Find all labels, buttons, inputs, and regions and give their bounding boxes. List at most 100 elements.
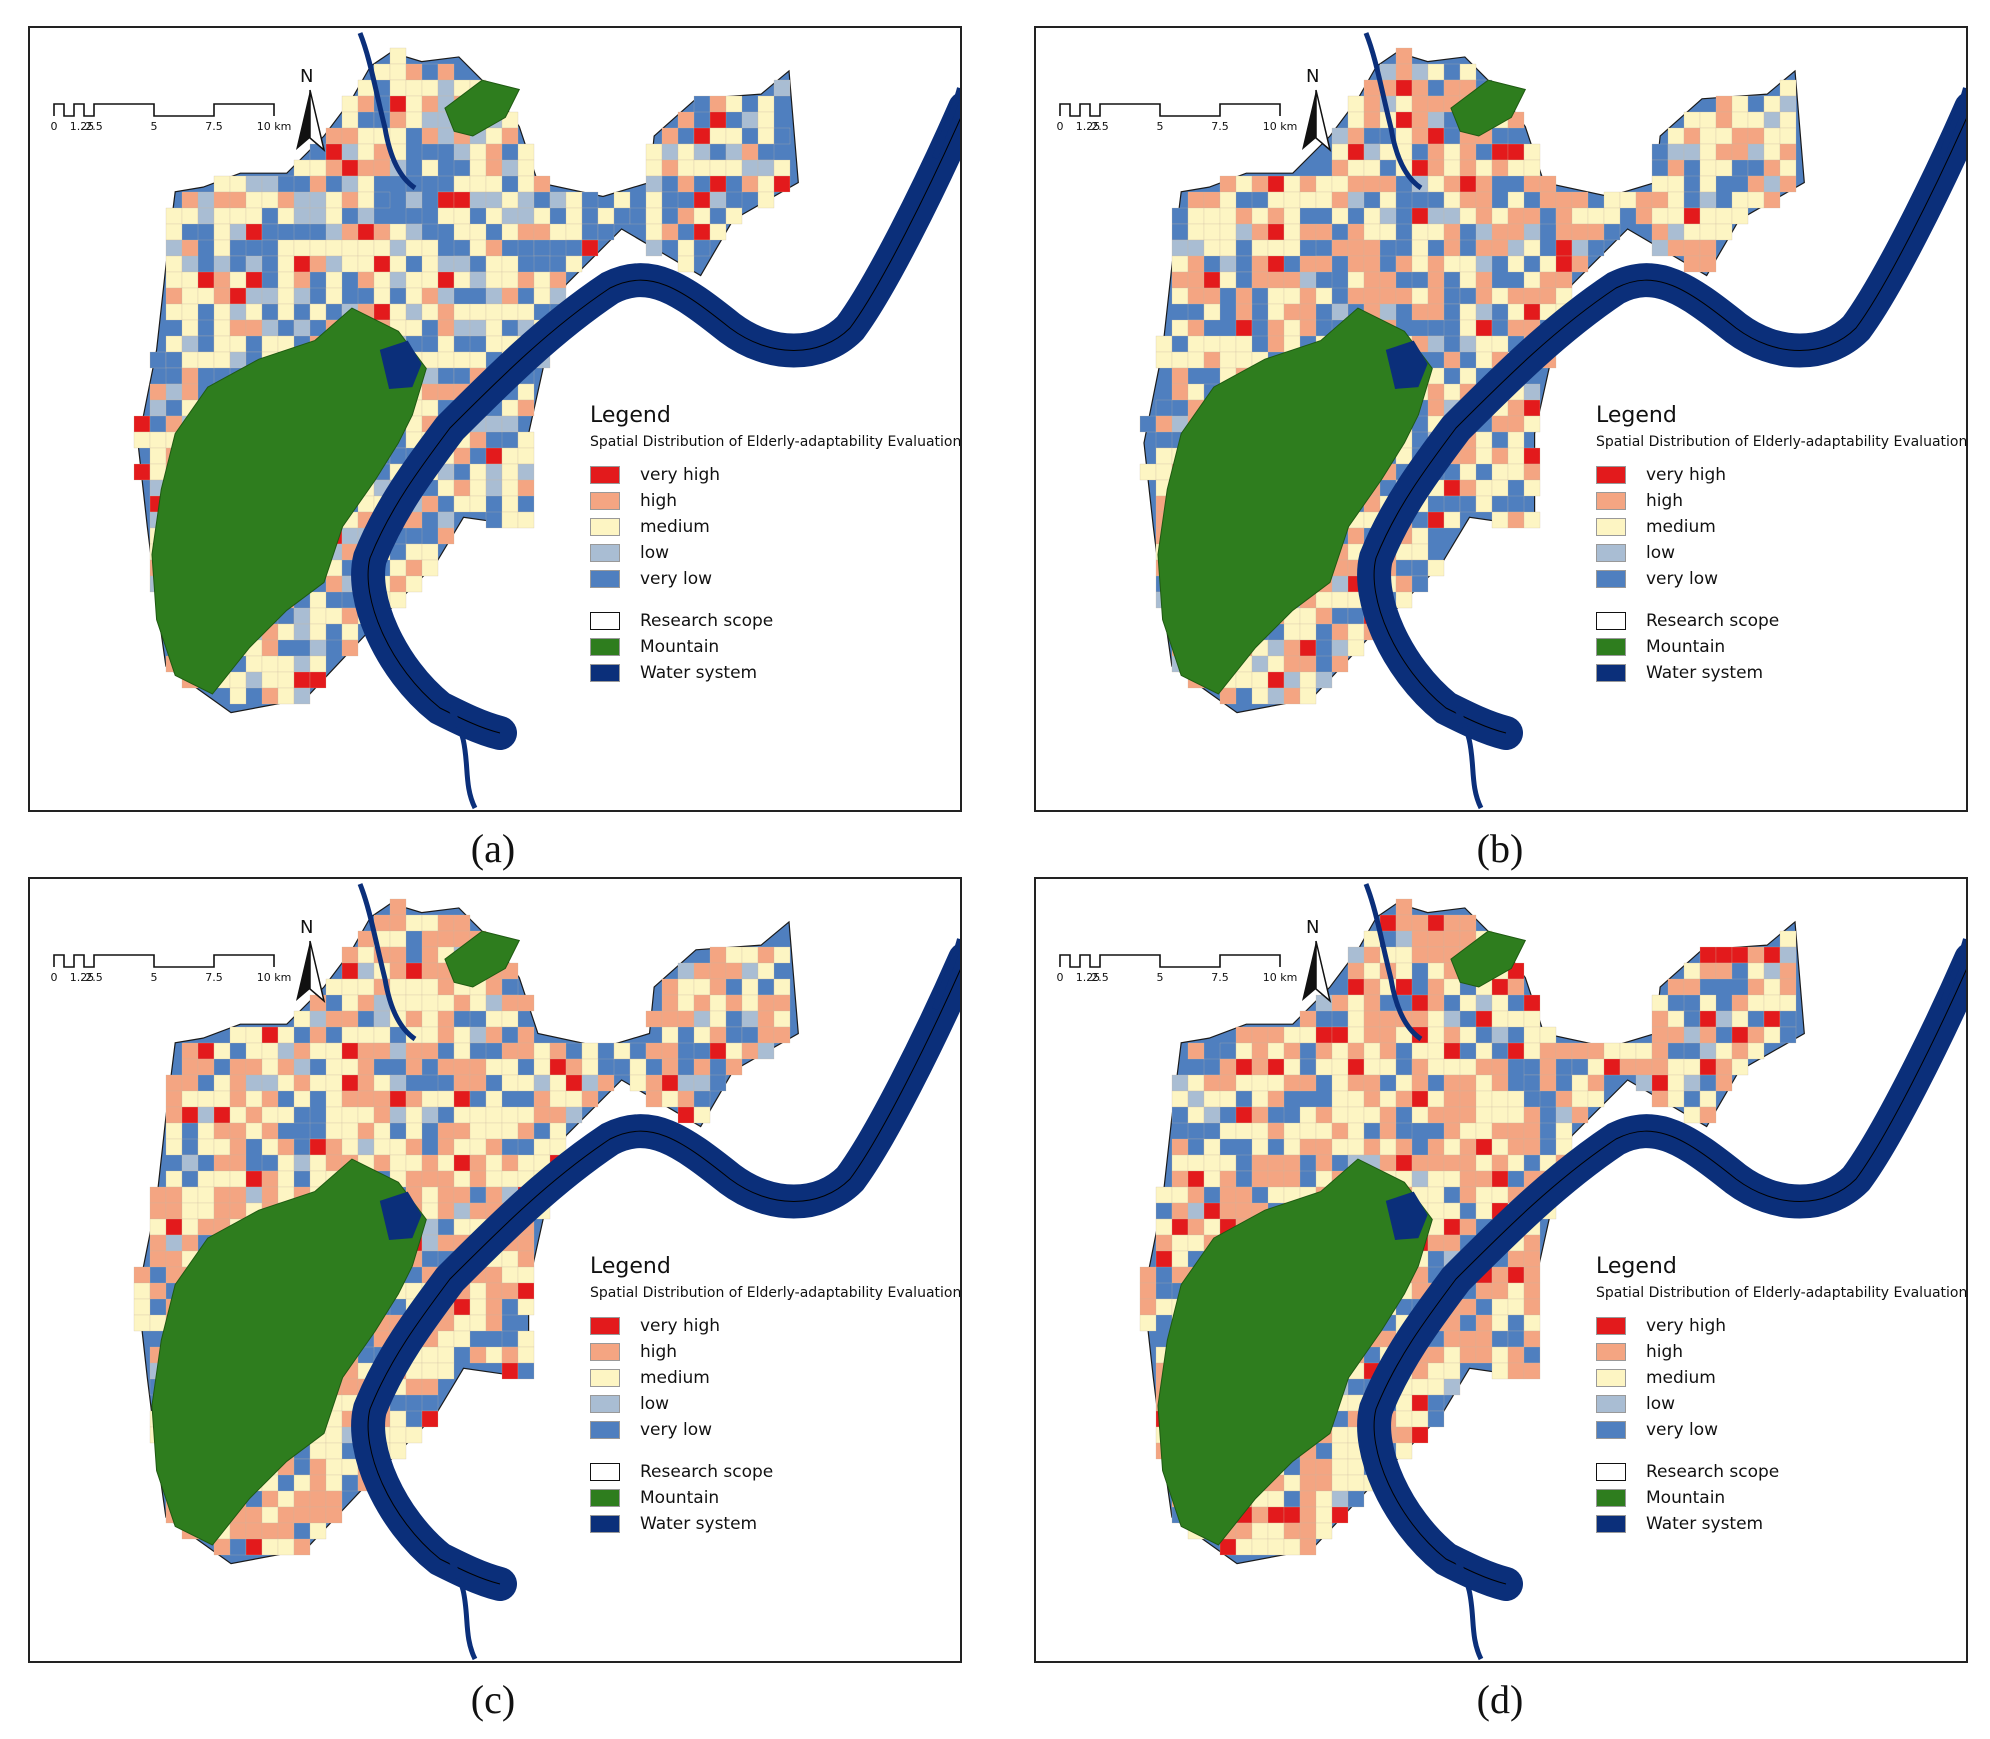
grid-cell bbox=[293, 303, 311, 321]
grid-cell bbox=[1395, 898, 1413, 916]
river-tributary bbox=[1363, 32, 1423, 191]
grid-cell bbox=[421, 255, 439, 273]
grid-cell bbox=[229, 1138, 247, 1156]
grid-cell bbox=[1315, 175, 1333, 193]
grid-cell bbox=[517, 1346, 535, 1364]
grid-cell bbox=[1459, 175, 1477, 193]
grid-cell bbox=[1235, 303, 1253, 321]
grid-cell bbox=[501, 994, 519, 1012]
grid-cell bbox=[421, 1026, 439, 1044]
grid-cell bbox=[389, 1090, 407, 1108]
grid-cell bbox=[1475, 1090, 1493, 1108]
grid-cell bbox=[1715, 1058, 1733, 1076]
grid-cell bbox=[517, 511, 535, 529]
grid-cell bbox=[1427, 79, 1445, 97]
grid-cell bbox=[501, 127, 519, 145]
grid-cell bbox=[517, 495, 535, 513]
grid-cell bbox=[341, 191, 359, 209]
grid-cell bbox=[1459, 1298, 1477, 1316]
grid-cell bbox=[517, 1298, 535, 1316]
grid-cell bbox=[373, 1042, 391, 1060]
grid-cell bbox=[213, 335, 231, 353]
grid-cell bbox=[261, 1506, 279, 1524]
grid-cell bbox=[549, 255, 567, 273]
grid-cell bbox=[149, 447, 167, 465]
grid-cell bbox=[1363, 79, 1381, 97]
grid-cell bbox=[1155, 415, 1173, 433]
grid-cell bbox=[1507, 1362, 1525, 1380]
grid-cell bbox=[549, 1058, 567, 1076]
grid-cell bbox=[341, 1378, 359, 1396]
grid-cell bbox=[277, 1106, 295, 1124]
grid-cell bbox=[405, 191, 423, 209]
legend-swatch bbox=[1596, 664, 1626, 682]
legend-class-item: high bbox=[1596, 488, 1966, 514]
grid-cell bbox=[1395, 47, 1413, 65]
grid-cell bbox=[325, 1506, 343, 1524]
grid-cell bbox=[1331, 1506, 1349, 1524]
grid-cell bbox=[533, 287, 551, 305]
legend-subtitle: Spatial Distribution of Elderly-adaptabi… bbox=[1596, 434, 1968, 450]
grid-cell bbox=[181, 1042, 199, 1060]
grid-cell bbox=[277, 1522, 295, 1540]
grid-cell bbox=[1539, 207, 1557, 225]
grid-cell bbox=[1459, 1106, 1477, 1124]
legend-label: very high bbox=[640, 1316, 721, 1336]
grid-cell bbox=[453, 1010, 471, 1028]
legend-class-item: high bbox=[590, 1339, 960, 1365]
grid-cell bbox=[1395, 575, 1413, 593]
grid-cell bbox=[277, 1138, 295, 1156]
grid-cell bbox=[1699, 1026, 1717, 1044]
grid-cell bbox=[1363, 1106, 1381, 1124]
grid-cell bbox=[1763, 159, 1781, 177]
legend-swatch bbox=[590, 664, 620, 682]
legend-label: low bbox=[1646, 543, 1676, 563]
grid-cell bbox=[1331, 655, 1349, 673]
grid-cell bbox=[1203, 1058, 1221, 1076]
grid-cell bbox=[229, 335, 247, 353]
grid-cell bbox=[581, 239, 599, 257]
grid-cell bbox=[1459, 303, 1477, 321]
grid-cell bbox=[213, 175, 231, 193]
grid-cell bbox=[693, 239, 711, 257]
grid-cell bbox=[693, 978, 711, 996]
grid-cell bbox=[1523, 1106, 1541, 1124]
grid-cell bbox=[1427, 111, 1445, 129]
grid-cell bbox=[1411, 1010, 1429, 1028]
grid-cell bbox=[1779, 127, 1797, 145]
grid-cell bbox=[1491, 335, 1509, 353]
grid-cell bbox=[1283, 1122, 1301, 1140]
scale-bar-graphic bbox=[53, 954, 275, 968]
grid-cell bbox=[389, 898, 407, 916]
legend-swatch bbox=[1596, 1343, 1626, 1361]
grid-cell bbox=[1171, 383, 1189, 401]
grid-cell bbox=[1491, 1090, 1509, 1108]
grid-cell bbox=[1443, 1202, 1461, 1220]
grid-cell bbox=[1251, 175, 1269, 193]
grid-cell bbox=[229, 351, 247, 369]
grid-cell bbox=[517, 1074, 535, 1092]
grid-cell bbox=[1571, 1106, 1589, 1124]
grid-cell bbox=[165, 1170, 183, 1188]
grid-cell bbox=[1475, 1058, 1493, 1076]
grid-cell bbox=[1363, 930, 1381, 948]
grid-cell bbox=[261, 191, 279, 209]
grid-cell bbox=[1459, 239, 1477, 257]
grid-cell bbox=[1363, 287, 1381, 305]
grid-cell bbox=[437, 1122, 455, 1140]
grid-cell bbox=[1619, 1058, 1637, 1076]
grid-cell bbox=[741, 994, 759, 1012]
grid-cell bbox=[261, 303, 279, 321]
grid-cell bbox=[421, 287, 439, 305]
grid-cell bbox=[1683, 978, 1701, 996]
grid-cell bbox=[1251, 655, 1269, 673]
grid-cell bbox=[1523, 175, 1541, 193]
grid-cell bbox=[693, 143, 711, 161]
grid-cell bbox=[1507, 207, 1525, 225]
grid-cell bbox=[1683, 1106, 1701, 1124]
legend: Legend Spatial Distribution of Elderly-ad… bbox=[1596, 403, 1966, 686]
grid-cell bbox=[453, 239, 471, 257]
grid-cell bbox=[565, 239, 583, 257]
grid-cell bbox=[661, 1026, 679, 1044]
grid-cell bbox=[405, 79, 423, 97]
